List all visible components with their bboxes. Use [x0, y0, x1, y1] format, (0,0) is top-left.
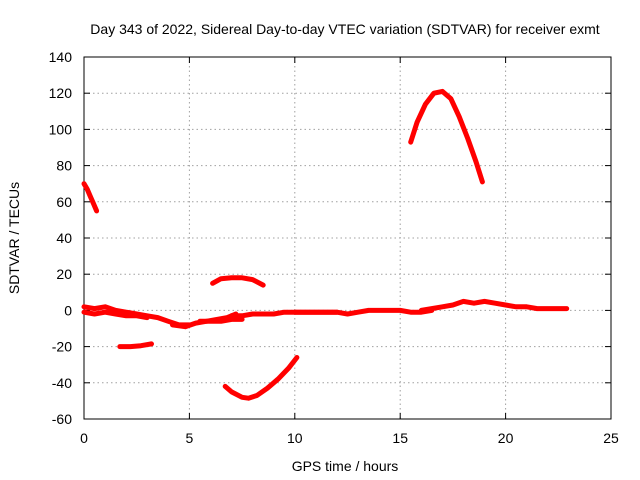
y-axis-label: SDTVAR / TECUs [6, 182, 22, 294]
y-tick-label: -20 [52, 339, 72, 355]
x-tick-label: 5 [186, 430, 194, 446]
series-arc-j [292, 307, 435, 317]
x-tick-label: 20 [498, 430, 514, 446]
chart-title: Day 343 of 2022, Sidereal Day-to-day VTE… [90, 21, 599, 37]
y-tick-label: -40 [52, 375, 72, 391]
series-arc-a [81, 181, 100, 214]
series-arc-d [117, 341, 154, 350]
y-tick-label: 60 [56, 194, 72, 210]
y-tick-label: -60 [52, 411, 72, 427]
y-tick-label: 40 [56, 230, 72, 246]
x-tick-labels: 0 5 10 15 20 25 [80, 430, 619, 446]
series-arc-c [81, 309, 150, 321]
x-tick-label: 15 [392, 430, 408, 446]
series-arc-h [222, 355, 300, 401]
axis-ticks [83, 56, 612, 420]
x-tick-label: 25 [603, 430, 619, 446]
y-tick-label: 80 [56, 158, 72, 174]
x-axis-label: GPS time / hours [292, 458, 399, 474]
x-tick-label: 0 [80, 430, 88, 446]
series-arc-g [210, 275, 266, 288]
plot-frame [83, 56, 612, 420]
grid-lines [84, 57, 611, 419]
y-tick-label: 100 [49, 121, 73, 137]
y-tick-label: 0 [64, 302, 72, 318]
series-arc-f [197, 316, 245, 324]
y-tick-label: 140 [49, 49, 73, 65]
series-arc-k [408, 88, 485, 185]
x-tick-label: 10 [287, 430, 303, 446]
y-tick-label: 20 [56, 266, 72, 282]
data-series [81, 88, 570, 401]
y-tick-labels: -60 -40 -20 0 20 40 60 80 100 120 140 [49, 49, 73, 427]
series-arc-l [418, 298, 570, 313]
y-tick-label: 120 [49, 85, 73, 101]
